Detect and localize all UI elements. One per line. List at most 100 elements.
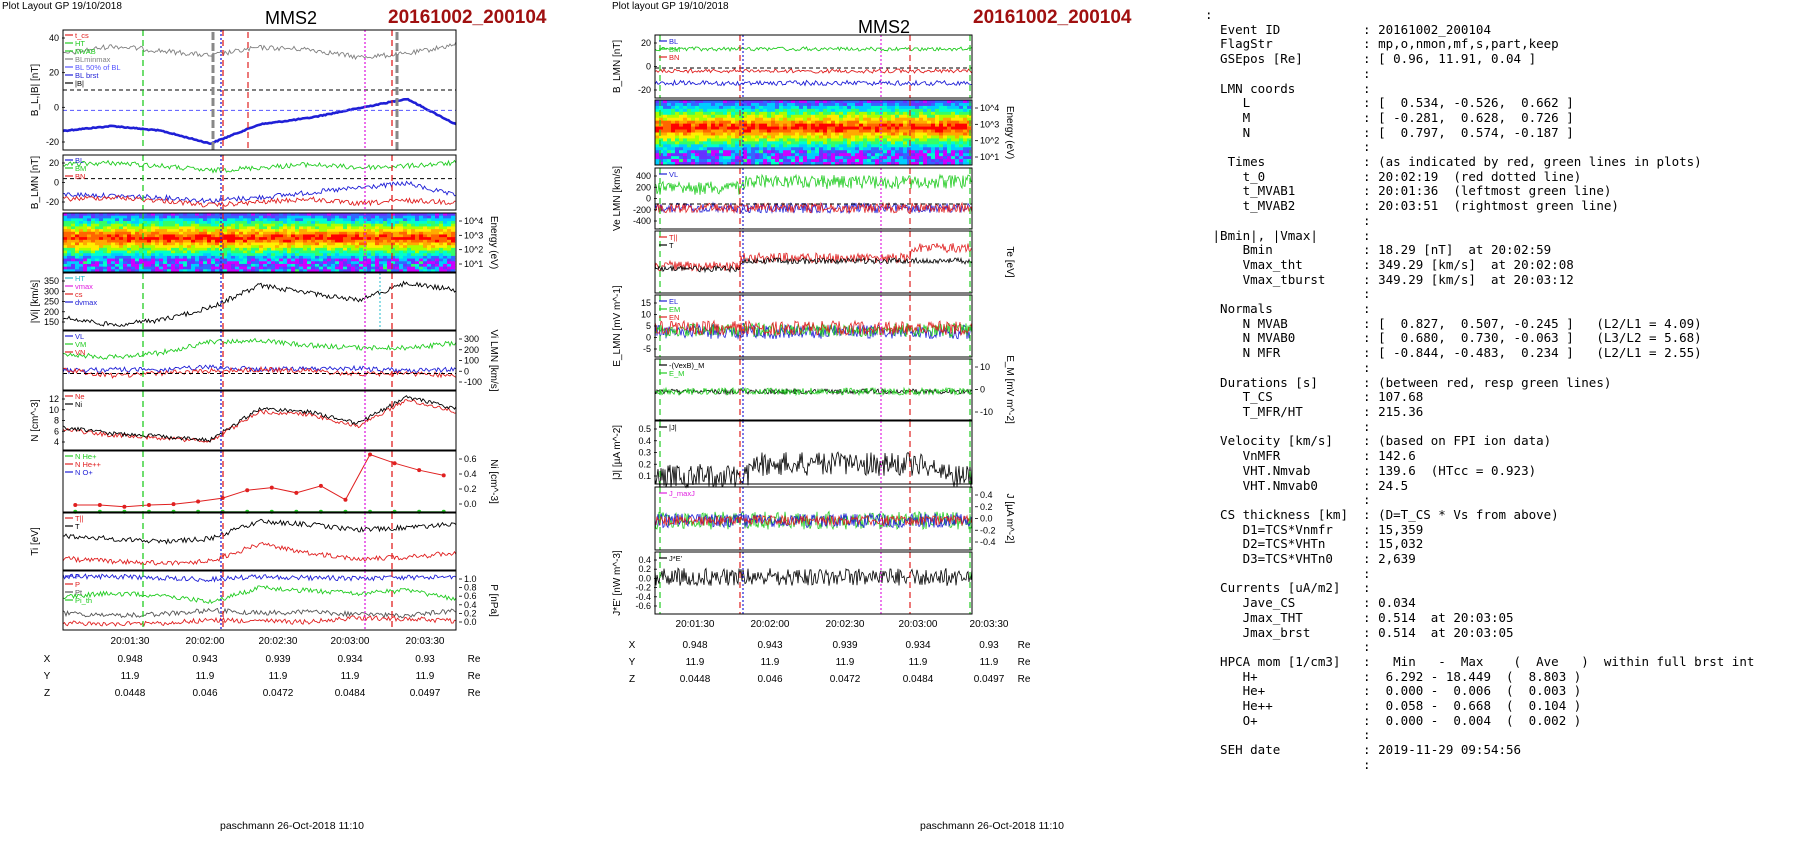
mid-frame-3	[654, 230, 973, 294]
mid-panel-7: 0.4 0.2 0.0-0.2 -0.4 J [µA m^-2] J_maxJ	[654, 486, 1015, 551]
left-2-r-tick-2: 10^2	[464, 245, 483, 255]
left-series-0-0	[62, 97, 457, 146]
mid-pos-value-2-3: 0.0484	[903, 674, 934, 685]
left-frame-2	[62, 212, 457, 273]
mid-ylabel-8: J*E' [nW m^-3]	[612, 550, 623, 616]
mid-1-r-tick-2: 10^2	[980, 136, 999, 146]
mid-7-r-tick-4: -0.4	[980, 537, 996, 547]
left-5-l-tick-3: 6	[54, 426, 59, 436]
left-0-l-tick-2: 0	[54, 102, 59, 112]
event-summary-text: : Event ID : 20161002_200104 FlagStr : m…	[1205, 7, 1804, 773]
mid-8-legend-label-0: J*E'	[669, 554, 683, 563]
summary-line: Event ID : 20161002_200104	[1205, 21, 1491, 37]
summary-line: t_0 : 20:02:19 (red dotted line)	[1205, 168, 1582, 184]
mid-pos-value-0-2: 0.939	[832, 640, 857, 651]
mid-7-r-tick-1: 0.2	[980, 502, 993, 512]
summary-line: Durations [s] : (between red, resp green…	[1205, 374, 1612, 390]
mid-bn-series	[654, 79, 972, 87]
left-frame-3	[62, 272, 457, 331]
left-series-1-2	[62, 195, 456, 208]
left-0-legend-label-2: MVAB	[75, 47, 96, 56]
left-7-legend-label-1: T	[75, 522, 80, 531]
left-frame-4	[62, 330, 457, 391]
left-0-legend-label-0: t_cs	[75, 31, 89, 40]
mid-vn-series	[654, 201, 973, 214]
left-series-8-3	[62, 613, 457, 627]
left-time-axis: 20:01:30 20:02:00 20:02:30 20:03:00 20:03:30	[111, 636, 445, 647]
left-4-r-tick-3: 0	[464, 366, 469, 376]
left-ni-series-0	[75, 453, 444, 508]
left-0-l-tick-0: 40	[49, 33, 59, 43]
left-5-legend-label-0: Ne	[75, 392, 85, 401]
summary-line: :	[1205, 65, 1371, 81]
mid-e-series-1	[654, 322, 973, 339]
left-4-r-tick-2: 100	[464, 356, 479, 366]
left-8-legend-label-0: P	[75, 572, 80, 581]
left-1-l-tick-2: -20	[46, 197, 59, 207]
left-0-legend-label-3: BLminmax	[75, 55, 111, 64]
summary-line: :	[1205, 492, 1371, 508]
left-series-4-1	[62, 337, 457, 360]
left-figure: Plot Layout GP 19/10/2018 MMS2 20161002_…	[0, 0, 547, 841]
summary-line: T_CS : 107.68	[1205, 389, 1424, 405]
mid-3-legend-label-1: T	[669, 241, 674, 250]
left-ylabel-4: Vi LMN [km/s]	[488, 329, 499, 391]
mid-5-r-tick-1: 0	[980, 385, 985, 395]
summary-line: :	[1205, 727, 1371, 743]
mid-4-legend-label-1: EM	[669, 305, 680, 314]
mid-0-l-tick-0: 20	[641, 38, 651, 48]
mid-pos-value-0-1: 0.943	[757, 640, 782, 651]
mid-4-legend-label-0: EL	[669, 297, 678, 306]
left-4-r-tick-0: 300	[464, 334, 479, 344]
left-panel-6: 0.6 0.4 0.2 0.0 Ni [cm^-3] N He+N He++N O+	[62, 450, 499, 514]
mid-6-legend-label-0: |J|	[669, 423, 677, 432]
left-frame-8	[62, 570, 457, 631]
left-time-tick-2: 20:02:30	[259, 636, 298, 647]
mid-4-l-tick-1: 10	[641, 310, 651, 320]
summary-line: SEH date : 2019-11-29 09:54:56	[1205, 742, 1522, 758]
mid-pos-unit-1: Re	[1018, 657, 1031, 668]
mid-panel-8: 0.40.20.0-0.2-0.4-0.6 J*E' [nW m^-3] J*E'	[612, 550, 973, 616]
left-layout-label: Plot Layout GP 19/10/2018	[2, 1, 122, 12]
mid-j-series-2	[654, 514, 973, 527]
mid-4-l-tick-4: -5	[643, 344, 651, 354]
mid-time-tick-2: 20:02:30	[826, 619, 865, 630]
mid-2-l-tick-2: 0	[646, 194, 651, 204]
summary-line: :	[1205, 139, 1371, 155]
mid-7-legend-label-0: J_maxJ	[669, 489, 695, 498]
mid-7-r-tick-3: -0.2	[980, 525, 996, 535]
mid-tperp-series	[654, 256, 973, 274]
left-2-r-tick-0: 10^4	[464, 216, 483, 226]
left-time-tick-1: 20:02:00	[186, 636, 225, 647]
mid-pos-label-1: Y	[629, 657, 636, 668]
left-8-r-tick-4: 0.2	[464, 608, 477, 618]
left-4-legend-label-1: VM	[75, 340, 86, 349]
left-0-l-tick-1: 20	[49, 68, 59, 78]
left-6-legend-label-1: N He++	[75, 460, 101, 469]
summary-line: FlagStr : mp,o,nmon,mf,s,part,keep	[1205, 36, 1559, 52]
left-3-legend-label-0: HT	[75, 274, 85, 283]
mid-time-tick-3: 20:03:00	[899, 619, 938, 630]
mid-6-l-tick-4: 0.1	[638, 471, 651, 481]
left-series-5-0	[62, 399, 457, 443]
left-frame-6	[62, 450, 457, 513]
left-ylabel-7: Ti [eV]	[30, 527, 41, 556]
left-5-l-tick-2: 8	[54, 416, 59, 426]
mid-pos-value-1-1: 11.9	[761, 657, 780, 668]
left-time-tick-0: 20:01:30	[111, 636, 150, 647]
mid-pos-value-1-4: 11.9	[980, 657, 999, 668]
left-series-8-2	[62, 607, 457, 619]
left-series-7-1	[63, 518, 457, 545]
mid-ylabel-5: E_M [mV m^-2]	[1004, 355, 1015, 424]
left-3-legend-label-2: cs	[75, 290, 83, 299]
left-1-legend-label-2: BN	[75, 172, 85, 181]
left-pos-label-2: Z	[44, 688, 50, 699]
mid-5-legend-label-0: -(VexB)_M	[669, 361, 704, 370]
mid-pos-value-2-2: 0.0472	[830, 674, 861, 685]
summary-line: D2=TCS*VHTn : 15,032	[1205, 536, 1424, 552]
mid-6-l-tick-1: 0.4	[638, 436, 651, 446]
mid-8-l-tick-0: 0.4	[638, 555, 651, 565]
